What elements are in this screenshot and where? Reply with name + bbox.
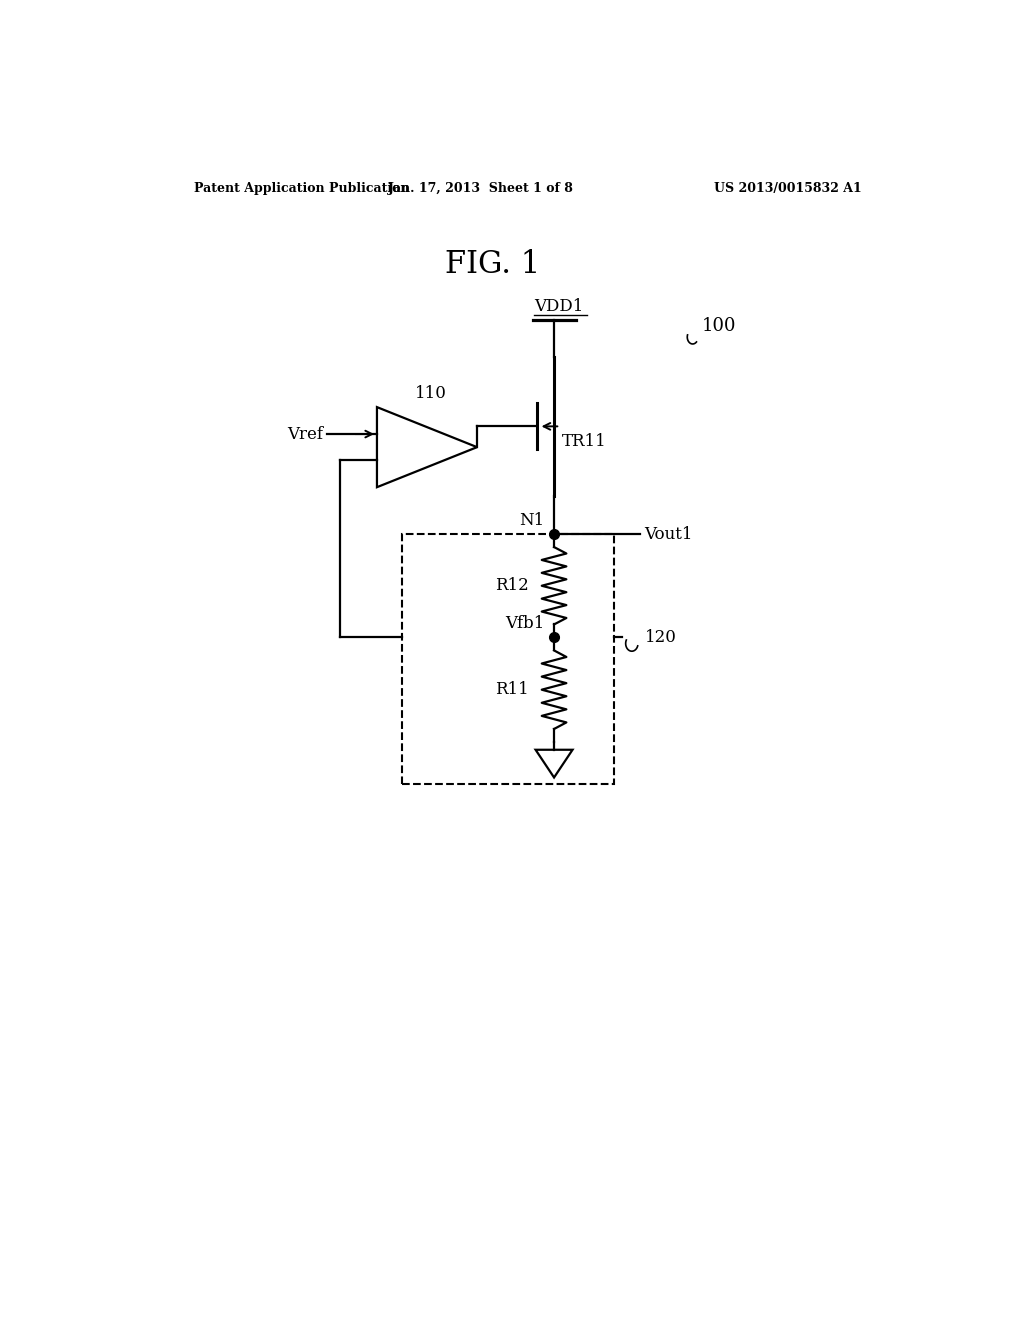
Text: Jan. 17, 2013  Sheet 1 of 8: Jan. 17, 2013 Sheet 1 of 8 [388,182,573,194]
Text: VDD1: VDD1 [534,298,584,315]
Text: 100: 100 [701,317,736,335]
Text: Patent Application Publication: Patent Application Publication [194,182,410,194]
Text: 110: 110 [415,384,446,401]
Text: R12: R12 [495,577,528,594]
Text: Vout1: Vout1 [644,525,692,543]
Text: TR11: TR11 [562,433,606,450]
Text: Vref: Vref [287,425,323,442]
Text: 120: 120 [645,628,677,645]
Text: FIG. 1: FIG. 1 [444,249,540,280]
Text: N1: N1 [519,512,545,529]
Text: US 2013/0015832 A1: US 2013/0015832 A1 [715,182,862,194]
Text: Vfb1: Vfb1 [506,615,545,632]
Text: R11: R11 [495,681,528,698]
